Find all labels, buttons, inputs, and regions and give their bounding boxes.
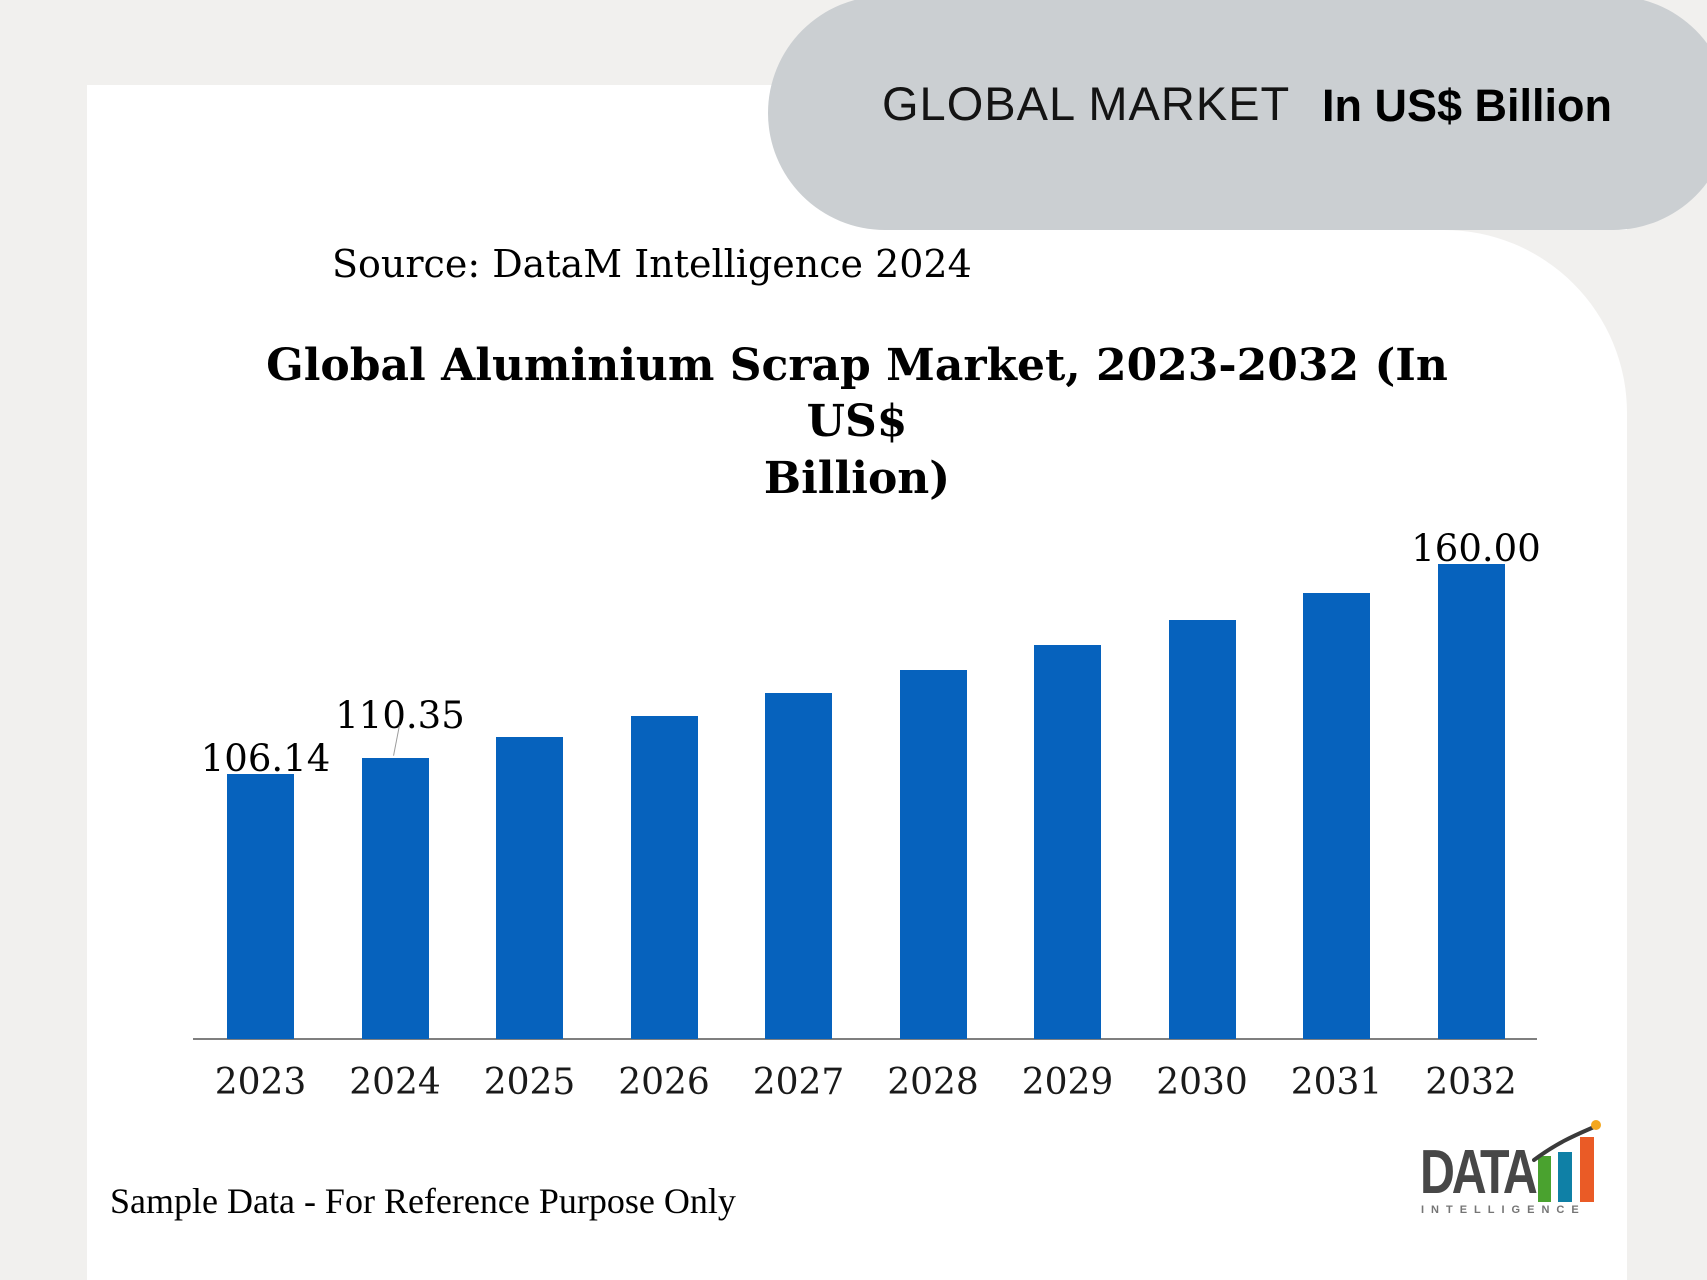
- data-label-2032: 160.00: [1411, 527, 1541, 570]
- bar-2026: [630, 716, 698, 1039]
- data-label-2024: 110.35: [335, 694, 465, 737]
- content-card: [87, 85, 1627, 1280]
- bar-2032: [1437, 564, 1505, 1039]
- disclaimer-text: Sample Data - For Reference Purpose Only: [110, 1181, 736, 1221]
- header-pill: GLOBAL MARKET In US$ Billion: [768, 0, 1707, 230]
- x-axis-label-2032: 2032: [1425, 1062, 1517, 1103]
- logo-swoosh-icon: [1532, 1120, 1601, 1162]
- logo-bar-teal: [1558, 1152, 1572, 1202]
- x-axis-label-2029: 2029: [1021, 1062, 1114, 1103]
- x-axis-label-2024: 2024: [349, 1062, 441, 1103]
- source-note: Source: DataM Intelligence 2024: [332, 242, 972, 286]
- bar-2030: [1168, 620, 1236, 1039]
- global-market-label: GLOBAL MARKET: [882, 77, 1291, 130]
- bar-2029: [1034, 645, 1101, 1039]
- x-axis-label-2031: 2031: [1290, 1062, 1383, 1103]
- bar-2023: [227, 774, 294, 1039]
- x-axis-label-2028: 2028: [887, 1062, 979, 1103]
- x-axis-label-2025: 2025: [483, 1062, 576, 1103]
- bar-2028: [899, 670, 967, 1039]
- chart-title-line1: Global Aluminium Scrap Market, 2023-2032…: [266, 340, 1448, 448]
- logo-bar-green: [1538, 1156, 1551, 1202]
- x-axis-label-2030: 2030: [1156, 1062, 1248, 1103]
- bar-2024: [361, 758, 429, 1039]
- x-axis-line: [193, 1038, 1537, 1040]
- logo-subword: INTELLIGENCE: [1421, 1204, 1586, 1216]
- x-axis-label-2023: 2023: [214, 1062, 307, 1103]
- bar-2025: [496, 737, 563, 1039]
- bar-2027: [765, 693, 832, 1039]
- bar-2031: [1303, 593, 1370, 1039]
- logo-bar-orange: [1580, 1137, 1594, 1202]
- chart-title: Global Aluminium Scrap Market, 2023-2032…: [257, 338, 1457, 507]
- datam-intelligence-logo: DATA INTELLIGENCE: [1420, 1118, 1630, 1218]
- unit-label: In US$ Billion: [1322, 80, 1613, 131]
- data-label-2023: 106.14: [200, 737, 331, 780]
- chart-title-line2: Billion): [763, 452, 951, 504]
- x-axis-label-2026: 2026: [618, 1062, 710, 1103]
- x-axis-label-2027: 2027: [752, 1062, 845, 1103]
- logo-word: DATA: [1420, 1138, 1538, 1207]
- card-rounded-corner: [1444, 230, 1627, 413]
